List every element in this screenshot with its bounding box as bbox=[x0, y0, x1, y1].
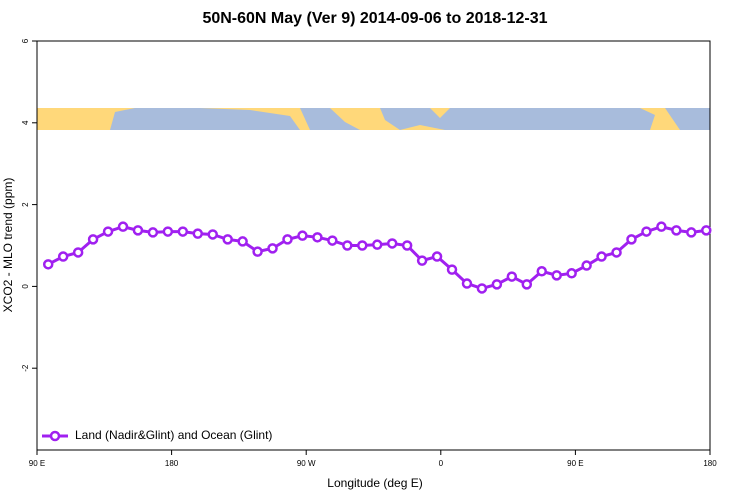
data-point bbox=[177, 226, 189, 237]
map-land bbox=[110, 108, 300, 130]
data-point bbox=[641, 226, 652, 237]
data-point bbox=[237, 236, 248, 247]
y-tick-label: 6 bbox=[21, 38, 30, 43]
data-point bbox=[222, 234, 233, 245]
x-tick-label: 180 bbox=[703, 459, 717, 468]
x-tick-label: 90 E bbox=[567, 459, 583, 468]
data-point bbox=[371, 239, 383, 250]
data-point bbox=[342, 240, 353, 251]
x-axis-title: Longitude (deg E) bbox=[327, 476, 422, 490]
y-tick-label: 2 bbox=[21, 202, 30, 207]
data-point bbox=[297, 230, 308, 241]
data-point bbox=[431, 251, 443, 262]
chart-title: 50N-60N May (Ver 9) 2014-09-06 to 2018-1… bbox=[202, 10, 547, 27]
data-point bbox=[357, 240, 368, 251]
data-point bbox=[476, 283, 488, 294]
data-point bbox=[327, 235, 338, 246]
data-point bbox=[72, 247, 84, 258]
y-tick-label: 4 bbox=[21, 120, 30, 125]
x-tick-label: 90 E bbox=[29, 459, 45, 468]
data-point bbox=[656, 221, 667, 232]
data-point bbox=[267, 243, 278, 254]
data-point bbox=[626, 234, 637, 245]
map-land bbox=[380, 108, 655, 130]
data-point bbox=[132, 225, 144, 236]
data-point bbox=[566, 268, 577, 279]
data-point bbox=[506, 271, 518, 282]
legend-label: Land (Nadir&Glint) and Ocean (Glint) bbox=[75, 428, 272, 442]
y-axis-title: XCO2 - MLO trend (ppm) bbox=[1, 178, 15, 313]
data-point bbox=[386, 238, 398, 249]
data-point bbox=[701, 225, 712, 236]
data-point bbox=[192, 228, 204, 239]
x-tick-label: 0 bbox=[439, 459, 444, 468]
x-tick-label: 180 bbox=[165, 459, 179, 468]
data-point bbox=[312, 232, 323, 243]
data-point bbox=[596, 251, 607, 262]
x-tick-label: 90 W bbox=[297, 459, 316, 468]
data-point bbox=[551, 270, 562, 281]
data-point bbox=[671, 225, 682, 236]
data-point bbox=[162, 226, 174, 237]
legend-swatch-marker bbox=[49, 430, 61, 442]
data-point bbox=[57, 251, 69, 262]
data-point bbox=[536, 266, 547, 277]
data-point bbox=[42, 259, 54, 270]
data-point bbox=[147, 227, 159, 238]
y-tick-label: 0 bbox=[21, 284, 30, 289]
data-point bbox=[581, 260, 592, 271]
map-band bbox=[37, 108, 710, 130]
map-land bbox=[300, 108, 360, 130]
y-tick-label: -2 bbox=[21, 364, 30, 372]
data-point bbox=[521, 279, 533, 290]
data-point bbox=[416, 255, 428, 266]
map-land bbox=[665, 108, 710, 130]
data-point bbox=[611, 247, 622, 258]
data-point bbox=[491, 279, 503, 290]
plot-frame bbox=[36, 40, 711, 451]
data-point bbox=[461, 278, 473, 289]
data-point bbox=[252, 246, 263, 257]
data-point bbox=[207, 229, 218, 240]
data-point bbox=[446, 264, 458, 275]
data-point bbox=[87, 234, 99, 245]
data-point bbox=[686, 227, 697, 238]
data-point bbox=[102, 226, 114, 237]
data-point bbox=[117, 221, 129, 232]
data-point bbox=[401, 240, 413, 251]
data-point bbox=[282, 234, 293, 245]
